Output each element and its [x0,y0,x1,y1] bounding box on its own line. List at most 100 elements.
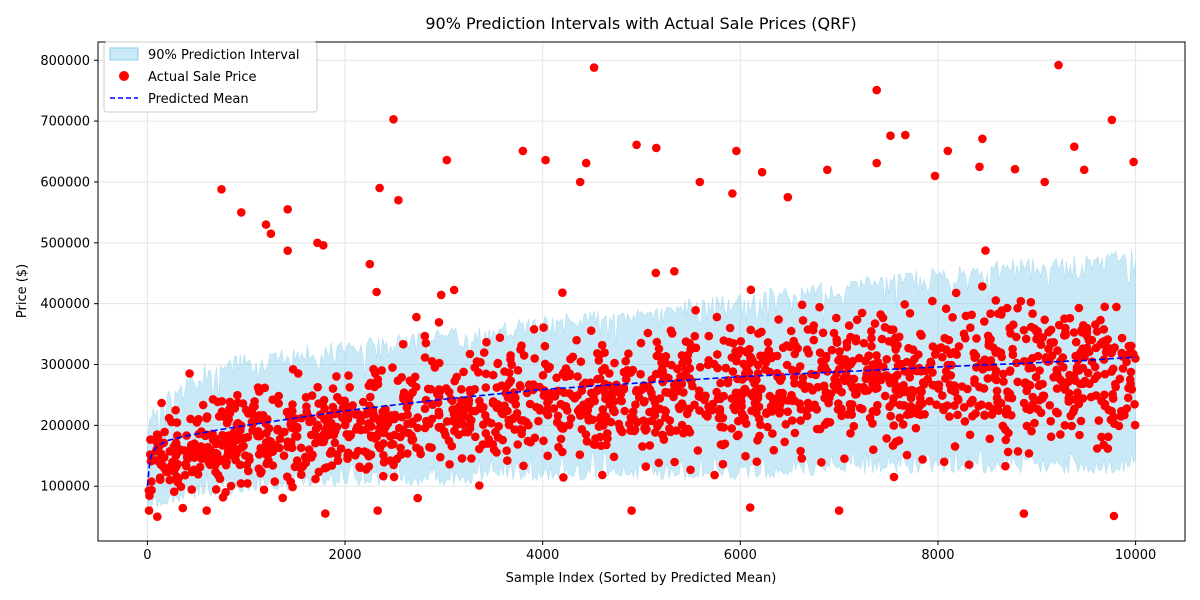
actual-point [713,350,722,359]
actual-point [1073,366,1082,375]
actual-point [882,434,891,443]
actual-point [868,419,877,428]
actual-point [1091,320,1100,329]
actual-point [1025,405,1035,415]
x-axis-ticks: 0 2000 4000 6000 8000 10000 [143,541,1156,563]
actual-point [330,438,340,448]
actual-point [543,364,553,374]
actual-point [1033,326,1042,336]
actual-point [968,395,977,405]
actual-point [1054,60,1063,70]
actual-point [854,383,863,392]
actual-point [459,367,468,377]
actual-point [1058,378,1068,387]
actual-point [1092,327,1102,336]
actual-point [733,416,743,426]
actual-point [704,331,714,341]
actual-point [539,323,548,332]
actual-point [180,446,189,455]
actual-point [1109,511,1119,521]
actual-point [1123,393,1133,403]
actual-point [721,363,731,373]
actual-point [147,477,156,486]
actual-point [652,351,662,361]
actual-point [645,407,654,417]
y-axis-label: Price ($) [15,264,30,318]
actual-point [445,460,454,469]
actual-point [946,385,956,395]
actual-point [761,358,771,367]
actual-point [605,369,614,378]
actual-point [728,189,737,198]
actual-point [226,435,236,445]
actual-point [944,335,954,345]
actual-point [182,461,191,471]
actual-point [447,441,457,451]
actual-point [681,337,691,346]
actual-point [1016,296,1026,306]
actual-point [796,404,806,414]
actual-point [280,427,289,437]
actual-point [344,371,353,380]
actual-point [344,448,353,458]
actual-point [319,395,329,405]
actual-point [744,368,754,377]
actual-point [556,434,566,444]
actual-point [686,465,695,475]
actual-point [462,402,472,412]
actual-point [1052,365,1061,375]
actual-point [572,335,581,345]
actual-point [985,333,994,343]
actual-point [441,384,451,393]
actual-point [1035,366,1044,375]
actual-point [1069,407,1078,417]
actual-point [1053,408,1062,418]
actual-point [367,432,376,442]
actual-point [628,407,638,416]
actual-point [442,155,452,165]
actual-point [746,325,755,335]
actual-point [174,474,183,483]
actual-point [745,358,755,368]
actual-point [769,445,779,455]
actual-point [768,429,777,438]
actual-point [858,404,867,414]
actual-point [345,383,355,392]
actual-point [1127,341,1136,351]
actual-point [1122,404,1132,413]
actual-point [1036,408,1046,418]
y-tick-label: 600000 [40,175,90,190]
actual-point [492,383,502,392]
actual-point [284,441,293,450]
actual-point [253,383,263,392]
actual-point [753,436,762,445]
actual-point [905,373,915,382]
actual-point [1071,376,1080,386]
actual-point [745,344,754,354]
actual-point [867,327,876,336]
actual-point [481,369,491,379]
actual-point [422,416,431,426]
legend-interval-label: 90% Prediction Interval [148,48,300,63]
actual-point [643,328,653,338]
y-tick-label: 100000 [40,480,90,495]
actual-point [1052,384,1062,393]
actual-point [304,412,313,421]
actual-point [493,359,502,369]
actual-point [776,376,785,386]
actual-point [986,309,995,319]
actual-point [197,454,206,464]
actual-point [512,409,522,418]
actual-point [1049,338,1059,347]
actual-point [926,357,935,367]
actual-point [961,311,971,321]
actual-point [196,442,206,451]
actual-point [427,357,437,366]
actual-point [1079,165,1089,175]
actual-point [584,397,593,407]
actual-point [297,470,306,480]
x-tick-label: 4000 [526,548,559,563]
actual-point [1012,358,1021,368]
actual-point [448,405,457,414]
actual-point [530,433,540,443]
